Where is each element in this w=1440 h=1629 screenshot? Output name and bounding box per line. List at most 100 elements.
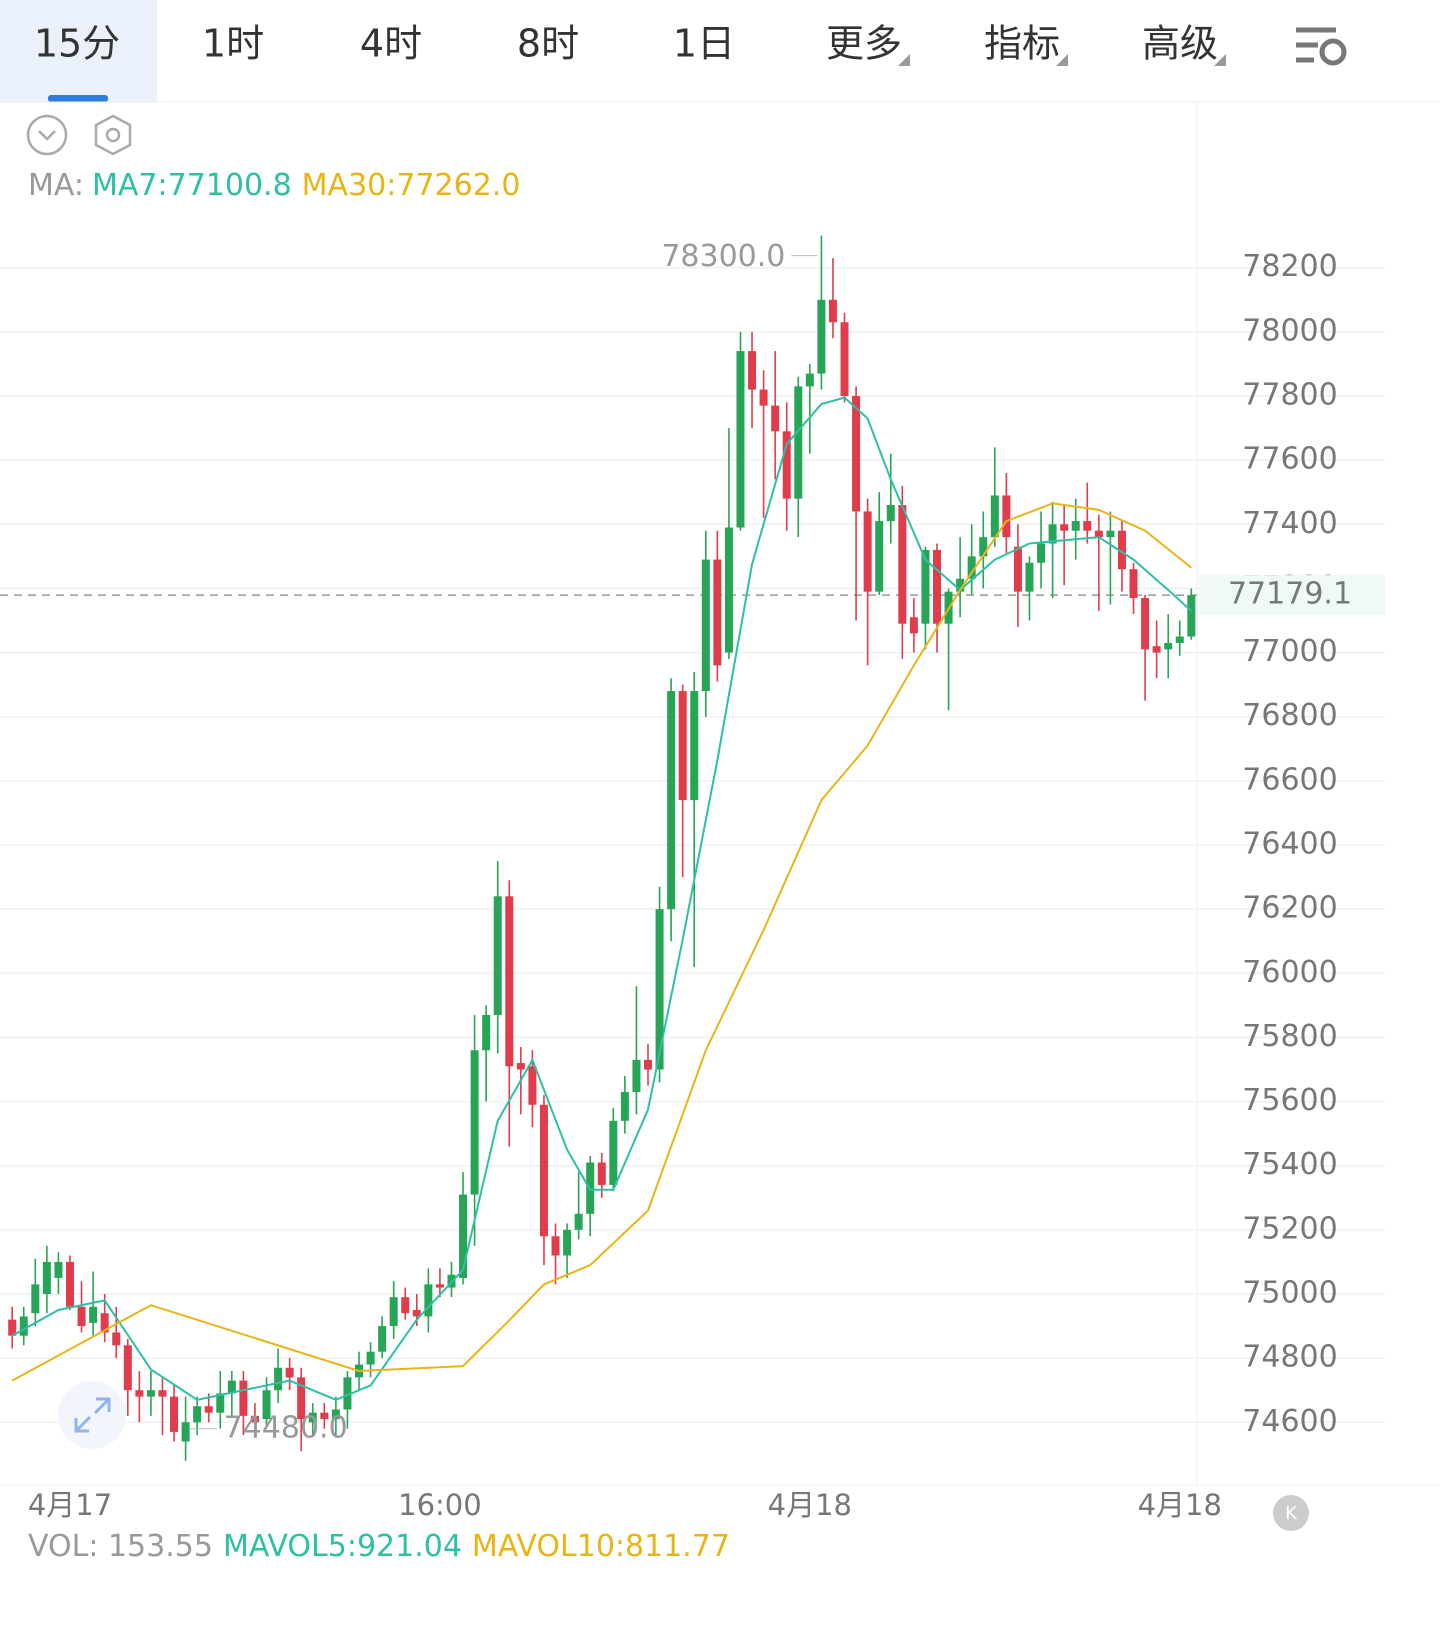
candle-body bbox=[297, 1377, 306, 1420]
candle-body bbox=[112, 1332, 121, 1346]
tab[interactable]: 4时 bbox=[360, 22, 422, 66]
candle-body bbox=[979, 537, 988, 557]
volume-legend: VOL: 153.55 MAVOL5:921.04 MAVOL10:811.77 bbox=[28, 1529, 730, 1564]
candle-body bbox=[690, 691, 699, 801]
candle-body bbox=[435, 1284, 444, 1288]
candle-body bbox=[193, 1406, 202, 1423]
candle-body bbox=[66, 1261, 74, 1307]
x-tick-label: 4月18 bbox=[768, 1488, 852, 1522]
collapse-icon[interactable] bbox=[26, 114, 68, 156]
candle-body bbox=[782, 431, 791, 499]
y-tick-label: 78200 bbox=[1242, 249, 1337, 284]
candle-body bbox=[1117, 530, 1126, 570]
candle-body bbox=[771, 405, 780, 432]
candle-body bbox=[227, 1380, 236, 1394]
settings-icon[interactable] bbox=[1296, 27, 1347, 66]
candle-body bbox=[77, 1306, 86, 1327]
candle-body bbox=[158, 1390, 167, 1397]
candle-body bbox=[805, 373, 814, 387]
y-tick-label: 78000 bbox=[1242, 313, 1337, 348]
candle-body bbox=[1106, 530, 1115, 538]
candle-body bbox=[216, 1393, 225, 1413]
candle-body bbox=[331, 1409, 340, 1420]
tab[interactable]: 1日 bbox=[673, 22, 735, 66]
plot: 77179.1 78300.0 74480.0 bbox=[0, 235, 1385, 1461]
scroll-latest-button[interactable]: K bbox=[1273, 1495, 1309, 1531]
y-tick-label: 77000 bbox=[1242, 634, 1337, 669]
candle-body bbox=[563, 1229, 572, 1256]
ma-legend: MA: MA7:77100.8 MA30:77262.0 bbox=[28, 168, 520, 203]
candle-body bbox=[366, 1351, 375, 1365]
candle-body bbox=[135, 1390, 144, 1397]
candle-body bbox=[320, 1412, 329, 1420]
y-tick-label: 77800 bbox=[1242, 378, 1337, 413]
dropdown-arrow bbox=[898, 54, 910, 66]
candle-body bbox=[1013, 546, 1022, 592]
candle-body bbox=[528, 1066, 537, 1105]
x-tick-label: 16:00 bbox=[398, 1488, 482, 1522]
volume-legend-entry: MAVOL10:811.77 bbox=[472, 1529, 730, 1564]
y-tick-label: 75600 bbox=[1242, 1083, 1337, 1118]
active-tab-underline bbox=[48, 95, 108, 102]
candle-body bbox=[852, 396, 861, 512]
tab[interactable]: 更多 bbox=[826, 22, 902, 66]
ma-legend-entry: MA30:77262.0 bbox=[302, 168, 521, 203]
y-tick-label: 75400 bbox=[1242, 1147, 1337, 1182]
candle-body bbox=[100, 1313, 109, 1333]
candle-body bbox=[239, 1380, 248, 1416]
candle-body bbox=[828, 299, 837, 323]
candle-body bbox=[482, 1014, 491, 1051]
candle-body bbox=[921, 549, 930, 624]
candle-body bbox=[1048, 524, 1057, 544]
y-tick-label: 76400 bbox=[1242, 827, 1337, 862]
candle-body bbox=[262, 1390, 271, 1420]
last-price-bg bbox=[1199, 575, 1385, 616]
candle-body bbox=[505, 896, 514, 1067]
candle-body bbox=[794, 386, 803, 499]
dropdown-arrow bbox=[1214, 54, 1226, 66]
low-label: 74480.0 bbox=[224, 1410, 348, 1445]
candle-body bbox=[759, 389, 768, 406]
candle-body bbox=[516, 1063, 525, 1070]
candle-body bbox=[956, 578, 965, 592]
tab[interactable]: 15分 bbox=[34, 22, 120, 66]
tab[interactable]: 8时 bbox=[517, 22, 579, 66]
settings-hex-icon[interactable] bbox=[94, 114, 132, 156]
y-tick-label: 75200 bbox=[1242, 1211, 1337, 1246]
candle-body bbox=[285, 1367, 294, 1378]
candle-body bbox=[933, 549, 941, 624]
candle-body bbox=[1141, 598, 1150, 650]
candle-body bbox=[378, 1326, 387, 1352]
y-tick-label: 76200 bbox=[1242, 891, 1337, 926]
tab[interactable]: 指标 bbox=[984, 22, 1060, 66]
candle-body bbox=[424, 1284, 433, 1317]
candle-body bbox=[875, 521, 884, 592]
candle-body bbox=[539, 1104, 548, 1237]
candle-body bbox=[1071, 521, 1080, 531]
candle-body bbox=[459, 1194, 468, 1278]
last-price-label: 77179.1 bbox=[1228, 577, 1352, 612]
y-tick-label: 75800 bbox=[1242, 1019, 1337, 1054]
candle-body bbox=[840, 322, 849, 397]
tab[interactable]: 1时 bbox=[202, 22, 264, 66]
candle-body bbox=[19, 1316, 28, 1336]
candle-body bbox=[181, 1422, 190, 1442]
candle-body bbox=[470, 1050, 479, 1195]
candle-body bbox=[31, 1284, 40, 1314]
candle-body bbox=[401, 1297, 410, 1314]
candle-body bbox=[551, 1236, 560, 1256]
candle-body bbox=[909, 617, 918, 634]
ma-legend-entry: MA7:77100.8 bbox=[92, 168, 292, 203]
candle-body bbox=[736, 351, 745, 528]
candle-body bbox=[1129, 569, 1138, 599]
candle-body bbox=[204, 1406, 213, 1413]
candle-body bbox=[274, 1367, 283, 1391]
candle-body bbox=[967, 556, 976, 579]
expand-button[interactable] bbox=[58, 1381, 126, 1449]
y-tick-label: 77600 bbox=[1242, 442, 1337, 477]
candle-body bbox=[863, 511, 872, 592]
candle-body bbox=[343, 1377, 352, 1410]
candle-body bbox=[574, 1213, 583, 1230]
tab[interactable]: 高级 bbox=[1142, 22, 1218, 66]
